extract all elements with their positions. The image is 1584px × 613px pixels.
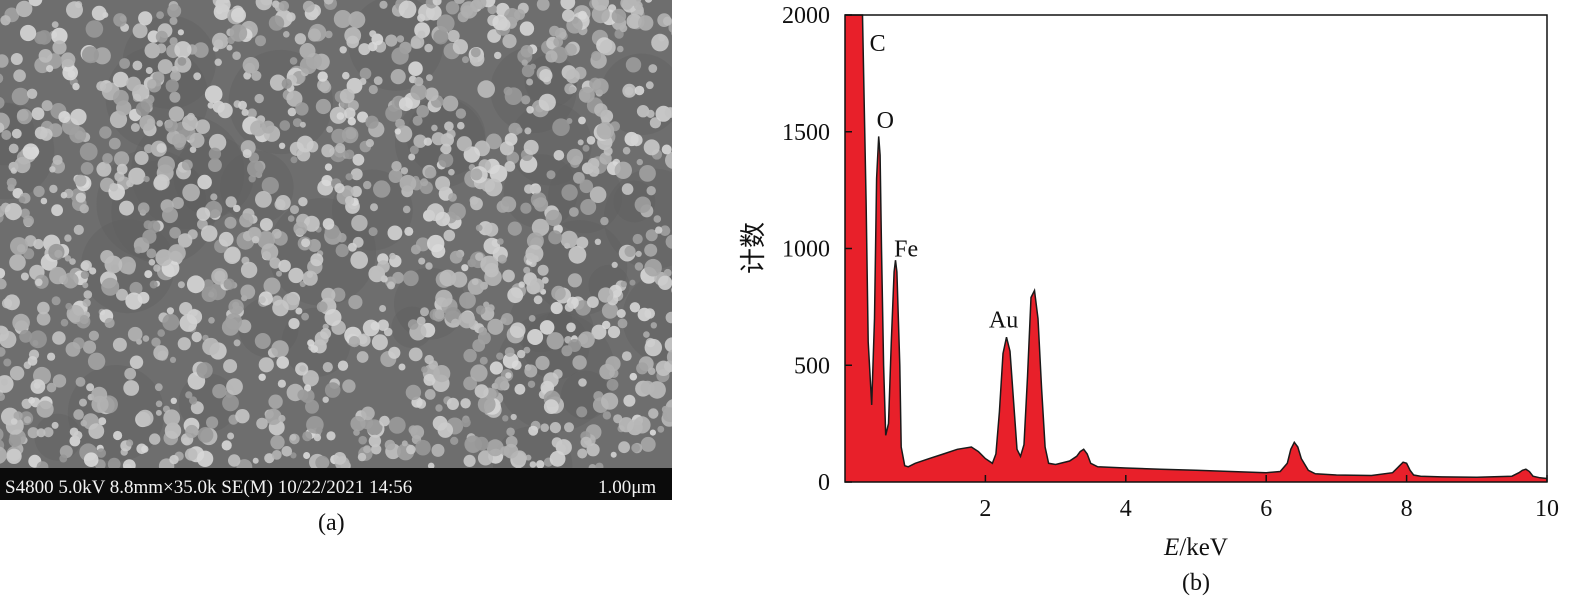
sem-info-bar: [0, 468, 672, 500]
peak-annotation: Au: [989, 308, 1018, 334]
x-tick-label: 2: [979, 496, 991, 522]
y-tick-label: 2000: [782, 3, 830, 29]
sem-info-text: S4800 5.0kV 8.8mm×35.0k SE(M) 10/22/2021…: [5, 477, 413, 498]
spectrum-line: [845, 14, 1548, 480]
sem-micrograph-panel: S4800 5.0kV 8.8mm×35.0k SE(M) 10/22/2021…: [0, 0, 672, 500]
y-tick-label: 1500: [782, 120, 830, 146]
x-tick-label: 8: [1401, 496, 1413, 522]
spectrum-area: [845, 15, 1547, 482]
plot-frame: [844, 14, 1548, 483]
x-tick-label: 10: [1535, 496, 1559, 522]
sem-scale-label: 1.00μm: [598, 477, 657, 498]
y-tick-label: 0: [818, 470, 830, 496]
panel-label-a: (a): [318, 510, 345, 536]
x-tick-label: 6: [1260, 496, 1272, 522]
y-tick-label: 500: [794, 353, 830, 379]
x-tick-label: 4: [1120, 496, 1132, 522]
peak-annotation: Fe: [894, 237, 918, 263]
y-tick-label: 1000: [782, 237, 830, 263]
sem-micrograph-image: [0, 0, 672, 468]
peak-annotation: O: [877, 108, 894, 134]
panel-label-b: (b): [1182, 570, 1210, 596]
y-axis-label: 计数: [739, 222, 769, 274]
x-axis-label: E/keV: [1163, 534, 1228, 561]
peak-annotation: C: [870, 31, 886, 57]
